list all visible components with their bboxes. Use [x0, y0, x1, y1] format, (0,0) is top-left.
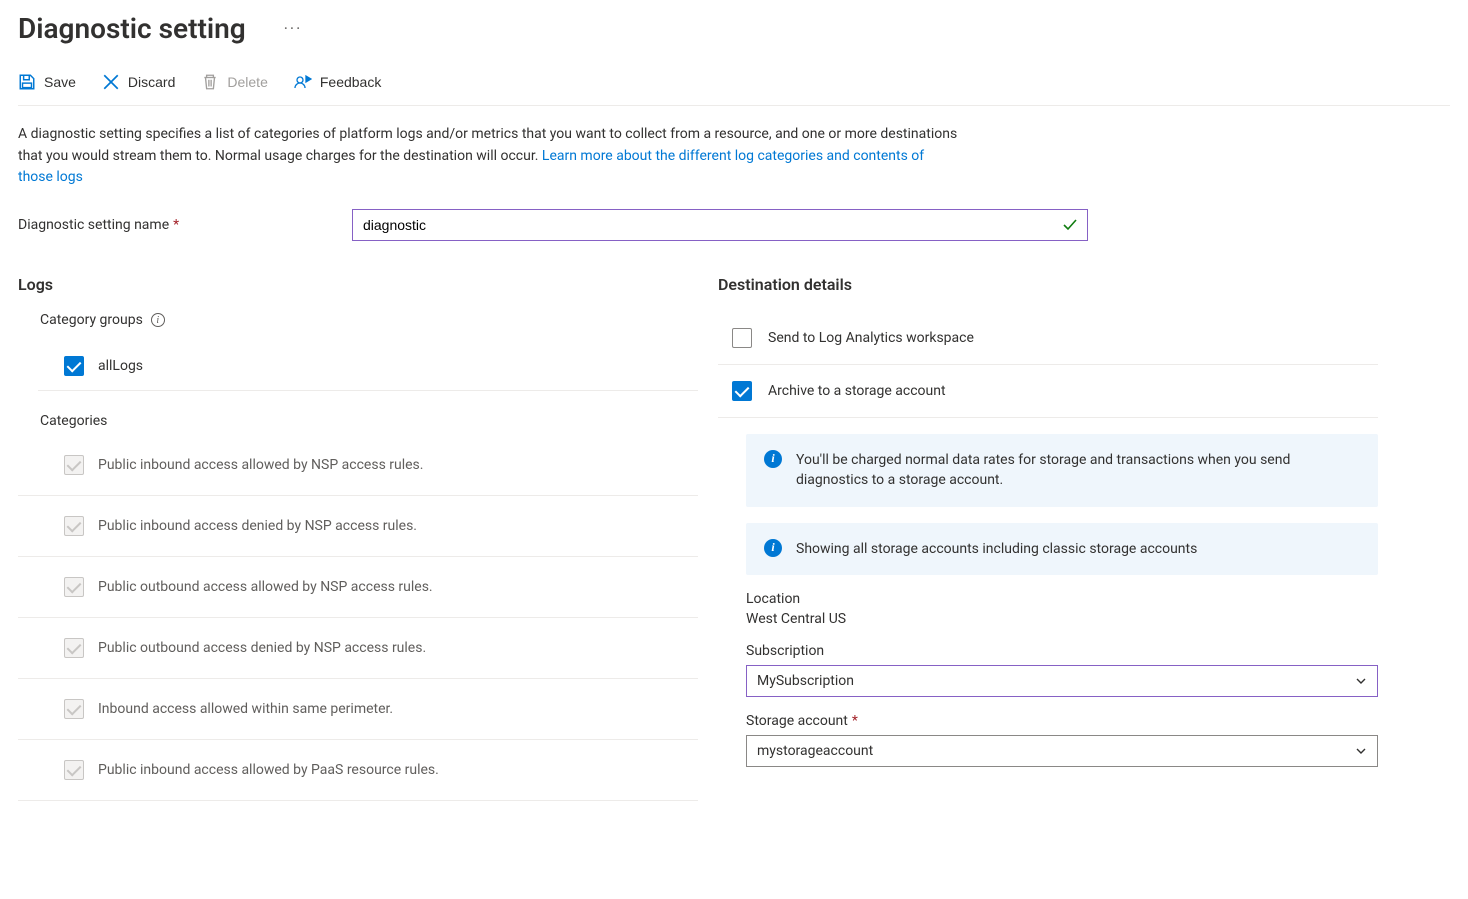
discard-label: Discard: [128, 74, 175, 90]
divider: [38, 390, 698, 391]
location-value: West Central US: [746, 611, 1378, 627]
category-checkbox: [64, 455, 84, 475]
category-checkbox: [64, 699, 84, 719]
category-checkbox: [64, 516, 84, 536]
valid-check-icon: [1062, 217, 1078, 233]
location-label: Location: [746, 591, 1378, 607]
feedback-icon: [294, 73, 312, 91]
storage-value: mystorageaccount: [757, 743, 873, 759]
category-checkbox: [64, 577, 84, 597]
category-label: Public inbound access denied by NSP acce…: [98, 518, 417, 534]
archive-label: Archive to a storage account: [768, 383, 946, 399]
toolbar: Save Discard Delete Feedback: [18, 73, 1450, 106]
info-icon: i: [764, 450, 782, 468]
category-checkbox: [64, 760, 84, 780]
info-icon: i: [764, 539, 782, 557]
category-checkbox: [64, 638, 84, 658]
category-label: Public inbound access allowed by PaaS re…: [98, 762, 439, 778]
trash-icon: [201, 73, 219, 91]
subscription-select[interactable]: MySubscription: [746, 665, 1378, 697]
storage-label: Storage account*: [746, 713, 1378, 729]
setting-name-label: Diagnostic setting name*: [18, 217, 352, 233]
archive-checkbox[interactable]: [732, 381, 752, 401]
category-label: Public outbound access allowed by NSP ac…: [98, 579, 433, 595]
category-groups-label: Category groups: [40, 312, 143, 328]
all-logs-label: allLogs: [98, 358, 143, 374]
more-icon[interactable]: ···: [284, 19, 303, 38]
setting-name-input[interactable]: [352, 209, 1088, 241]
feedback-button[interactable]: Feedback: [294, 73, 381, 91]
send-la-label: Send to Log Analytics workspace: [768, 330, 974, 346]
info-charge-box: i You'll be charged normal data rates fo…: [746, 434, 1378, 507]
category-label: Inbound access allowed within same perim…: [98, 701, 393, 717]
chevron-down-icon: [1355, 675, 1367, 687]
feedback-label: Feedback: [320, 74, 381, 90]
category-label: Public outbound access denied by NSP acc…: [98, 640, 426, 656]
all-logs-checkbox[interactable]: [64, 356, 84, 376]
save-icon: [18, 73, 36, 91]
delete-label: Delete: [227, 74, 267, 90]
subscription-label: Subscription: [746, 643, 1378, 659]
info-storage-box: i Showing all storage accounts including…: [746, 523, 1378, 575]
description-text: A diagnostic setting specifies a list of…: [18, 124, 958, 189]
page-title: Diagnostic setting: [18, 12, 246, 45]
destination-heading: Destination details: [718, 275, 1378, 294]
logs-heading: Logs: [18, 275, 698, 294]
chevron-down-icon: [1355, 745, 1367, 757]
save-button[interactable]: Save: [18, 73, 76, 91]
close-icon: [102, 73, 120, 91]
info-icon[interactable]: i: [151, 313, 165, 327]
send-la-checkbox[interactable]: [732, 328, 752, 348]
save-label: Save: [44, 74, 76, 90]
delete-button: Delete: [201, 73, 267, 91]
categories-label: Categories: [40, 413, 698, 429]
storage-select[interactable]: mystorageaccount: [746, 735, 1378, 767]
subscription-value: MySubscription: [757, 673, 854, 689]
discard-button[interactable]: Discard: [102, 73, 175, 91]
category-label: Public inbound access allowed by NSP acc…: [98, 457, 423, 473]
